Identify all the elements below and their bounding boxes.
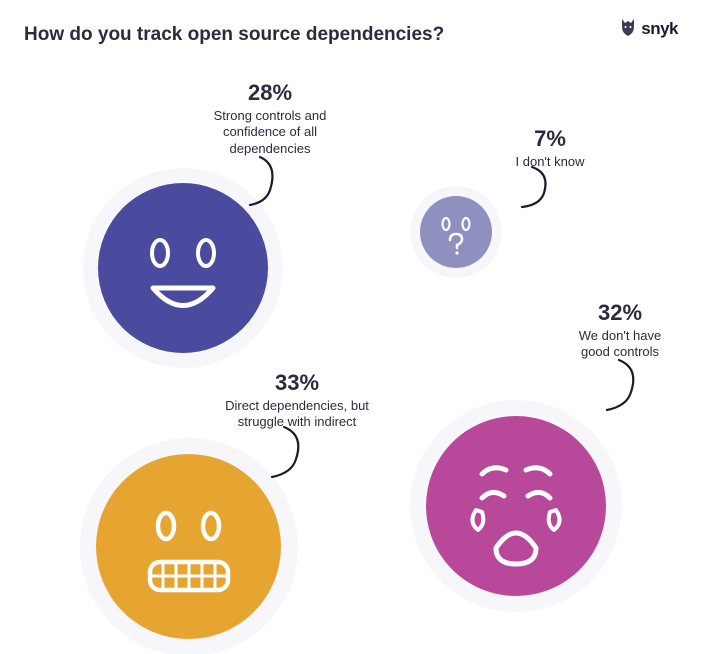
- pct-direct: 33%: [207, 370, 387, 396]
- question-face-icon: [420, 196, 492, 268]
- label-strong: Strong controls and confidence of all de…: [190, 108, 350, 157]
- caption-direct-deps: 33% Direct dependencies, but struggle wi…: [207, 370, 387, 431]
- grimace-face-icon: [96, 454, 281, 639]
- brand-name: snyk: [641, 19, 678, 39]
- chart-title: How do you track open source dependencie…: [24, 24, 444, 46]
- connector-strong: [230, 155, 290, 215]
- caption-no-controls: 32% We don't have good controls: [555, 300, 685, 361]
- bubble-dont-know: [410, 186, 502, 278]
- label-nocontrols: We don't have good controls: [555, 328, 685, 361]
- brand-logo: snyk: [619, 18, 678, 40]
- caption-dont-know: 7% I don't know: [490, 126, 610, 170]
- cry-face-icon: [426, 416, 606, 596]
- connector-dontknow: [510, 165, 560, 215]
- pct-nocontrols: 32%: [555, 300, 685, 326]
- connector-direct: [260, 425, 315, 485]
- pct-strong: 28%: [190, 80, 350, 106]
- connector-nocontrols: [595, 358, 650, 418]
- snyk-dog-icon: [619, 18, 637, 40]
- caption-strong-controls: 28% Strong controls and confidence of al…: [190, 80, 350, 157]
- pct-dontknow: 7%: [490, 126, 610, 152]
- bubble-no-controls: [410, 400, 622, 612]
